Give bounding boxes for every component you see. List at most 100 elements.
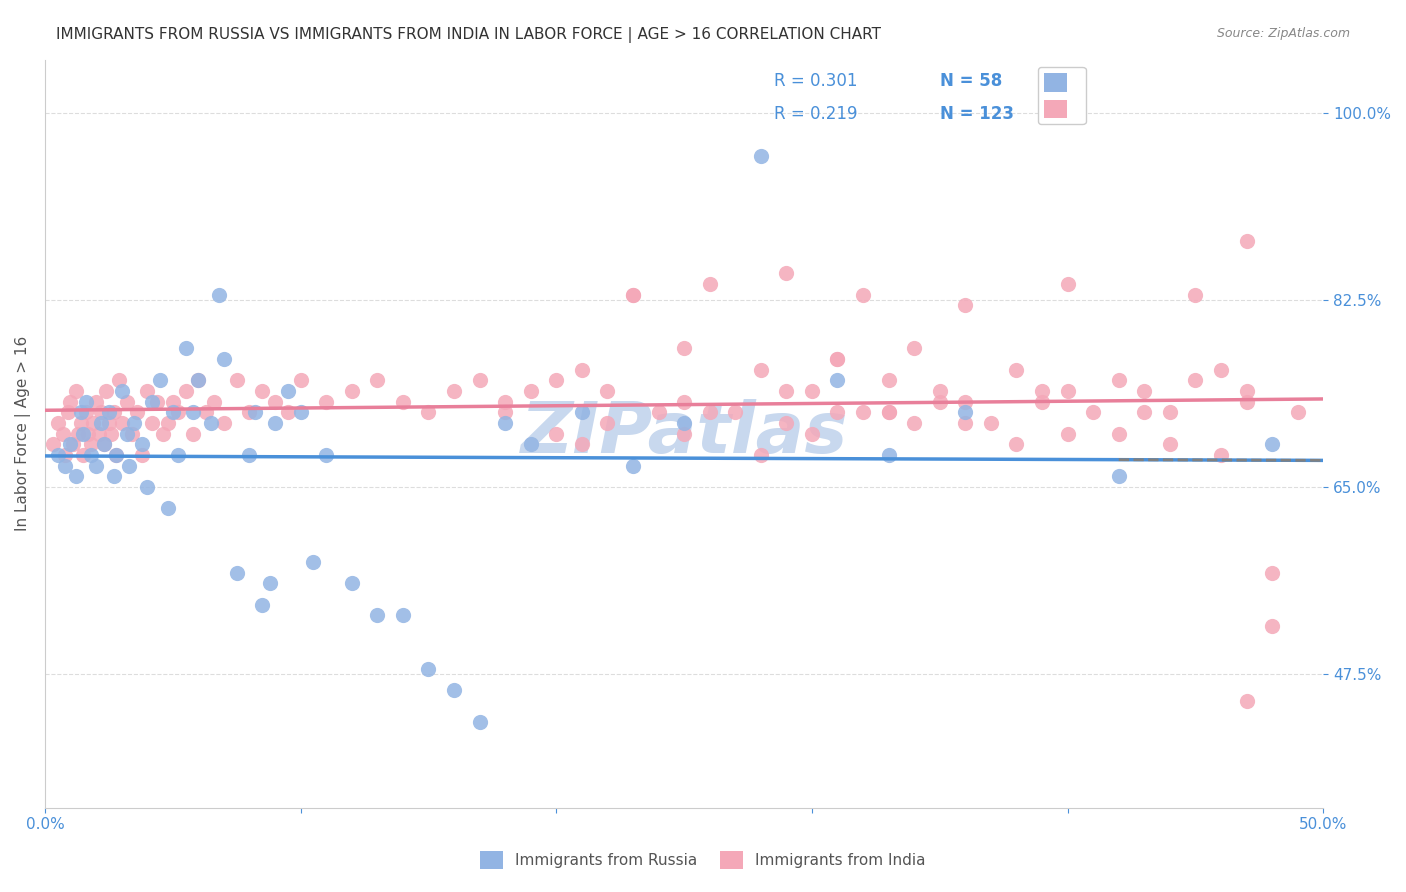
Point bbox=[955, 405, 977, 419]
Point bbox=[65, 384, 87, 398]
Point bbox=[1159, 405, 1181, 419]
Point bbox=[519, 384, 541, 398]
Point bbox=[546, 426, 568, 441]
Point bbox=[1236, 394, 1258, 409]
Point bbox=[877, 448, 900, 462]
Point bbox=[1261, 566, 1284, 580]
Point bbox=[97, 405, 120, 419]
Point bbox=[67, 426, 90, 441]
Point bbox=[238, 448, 260, 462]
Point bbox=[877, 373, 900, 387]
Point bbox=[1031, 384, 1053, 398]
Point bbox=[1209, 448, 1232, 462]
Point bbox=[302, 555, 325, 569]
Text: R = 0.219: R = 0.219 bbox=[773, 105, 858, 123]
Point bbox=[647, 405, 669, 419]
Point bbox=[108, 373, 131, 387]
Point bbox=[59, 437, 82, 451]
Point bbox=[166, 448, 188, 462]
Point bbox=[96, 384, 118, 398]
Point bbox=[187, 373, 209, 387]
Point bbox=[131, 437, 153, 451]
Point bbox=[928, 384, 950, 398]
Point bbox=[494, 394, 516, 409]
Point bbox=[277, 384, 299, 398]
Point bbox=[105, 448, 128, 462]
Point bbox=[75, 405, 97, 419]
Point bbox=[852, 287, 875, 301]
Point bbox=[775, 416, 797, 430]
Point bbox=[264, 416, 287, 430]
Point bbox=[596, 416, 619, 430]
Point bbox=[125, 405, 148, 419]
Point bbox=[264, 394, 287, 409]
Point bbox=[121, 426, 143, 441]
Point bbox=[546, 373, 568, 387]
Point bbox=[72, 448, 94, 462]
Point bbox=[46, 416, 69, 430]
Point bbox=[156, 501, 179, 516]
Point bbox=[775, 266, 797, 280]
Point bbox=[84, 458, 107, 473]
Point bbox=[46, 448, 69, 462]
Point bbox=[115, 426, 138, 441]
Text: R = 0.301: R = 0.301 bbox=[773, 71, 858, 90]
Text: IMMIGRANTS FROM RUSSIA VS IMMIGRANTS FROM INDIA IN LABOR FORCE | AGE > 16 CORREL: IMMIGRANTS FROM RUSSIA VS IMMIGRANTS FRO… bbox=[56, 27, 882, 43]
Point bbox=[225, 373, 247, 387]
Point bbox=[166, 405, 188, 419]
Point bbox=[418, 662, 440, 676]
Text: ZIPatlas: ZIPatlas bbox=[520, 399, 848, 468]
Point bbox=[980, 416, 1002, 430]
Point bbox=[136, 384, 159, 398]
Point bbox=[103, 469, 125, 483]
Point bbox=[100, 426, 122, 441]
Point bbox=[208, 287, 231, 301]
Point bbox=[1031, 394, 1053, 409]
Point bbox=[1236, 234, 1258, 248]
Point bbox=[366, 608, 388, 623]
Point bbox=[392, 608, 415, 623]
Point bbox=[105, 448, 128, 462]
Point bbox=[800, 384, 823, 398]
Point bbox=[1236, 384, 1258, 398]
Point bbox=[1236, 694, 1258, 708]
Point bbox=[494, 405, 516, 419]
Point bbox=[93, 437, 115, 451]
Point bbox=[152, 426, 174, 441]
Point bbox=[1261, 619, 1284, 633]
Point bbox=[212, 351, 235, 366]
Point bbox=[69, 405, 91, 419]
Point bbox=[62, 437, 84, 451]
Point bbox=[673, 394, 696, 409]
Point bbox=[174, 341, 197, 355]
Point bbox=[250, 598, 273, 612]
Point bbox=[146, 394, 169, 409]
Point bbox=[673, 426, 696, 441]
Point bbox=[699, 277, 721, 291]
Point bbox=[621, 458, 644, 473]
Point bbox=[69, 416, 91, 430]
Point bbox=[1286, 405, 1309, 419]
Point bbox=[827, 351, 849, 366]
Text: N = 123: N = 123 bbox=[939, 105, 1014, 123]
Point bbox=[596, 384, 619, 398]
Point bbox=[80, 448, 103, 462]
Point bbox=[443, 683, 465, 698]
Point bbox=[56, 405, 79, 419]
Point bbox=[1056, 277, 1078, 291]
Point bbox=[340, 576, 363, 591]
Point bbox=[1056, 426, 1078, 441]
Point bbox=[621, 287, 644, 301]
Point bbox=[903, 416, 925, 430]
Point bbox=[903, 341, 925, 355]
Legend: , : , bbox=[1038, 67, 1085, 124]
Point bbox=[290, 405, 312, 419]
Point bbox=[571, 362, 593, 376]
Point bbox=[162, 394, 184, 409]
Point bbox=[827, 351, 849, 366]
Text: Source: ZipAtlas.com: Source: ZipAtlas.com bbox=[1216, 27, 1350, 40]
Point bbox=[928, 394, 950, 409]
Point bbox=[53, 448, 76, 462]
Point bbox=[75, 394, 97, 409]
Point bbox=[468, 373, 491, 387]
